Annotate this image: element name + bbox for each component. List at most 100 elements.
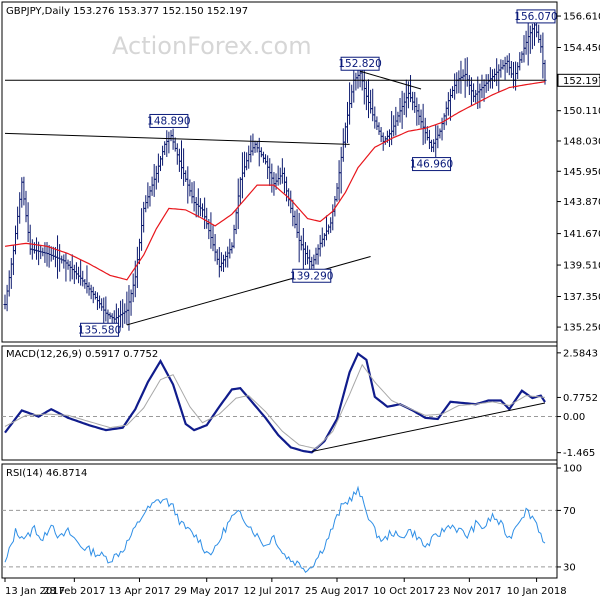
ohlc-bar xyxy=(465,57,469,87)
ohlc-bar xyxy=(314,247,318,265)
ohlc-bar xyxy=(161,145,165,166)
ohlc-bar xyxy=(179,140,183,180)
price-annotation: 146.960 xyxy=(410,157,453,172)
x-tick-label: 10 Oct 2017 xyxy=(373,586,435,597)
x-tick-label: 23 Nov 2017 xyxy=(437,586,501,597)
ohlc-bar xyxy=(440,117,444,141)
ohlc-bar xyxy=(251,133,255,156)
ohlc-bar xyxy=(100,298,104,311)
ohlc-bar xyxy=(507,53,511,76)
macd-signal-line xyxy=(4,363,546,450)
ohlc-bar xyxy=(144,195,148,213)
ohlc-bar xyxy=(70,254,74,280)
ohlc-bar xyxy=(379,127,383,143)
ohlc-bar xyxy=(140,208,144,251)
ohlc-bar xyxy=(402,92,406,116)
ohlc-bar xyxy=(91,286,95,304)
ohlc-bar xyxy=(85,265,89,294)
ohlc-bar xyxy=(289,190,293,214)
ohlc-bar xyxy=(226,246,230,268)
price-y-tick-label: 154.450 xyxy=(563,43,600,54)
ohlc-bar xyxy=(62,254,66,269)
price-y-tick-label: 145.950 xyxy=(563,167,600,178)
ohlc-bar xyxy=(285,176,289,202)
ohlc-bar xyxy=(26,202,30,243)
rsi-y-tick-label: 70 xyxy=(563,506,576,517)
ohlc-bar xyxy=(257,137,261,167)
ohlc-bar xyxy=(306,245,310,265)
macd-series-layer xyxy=(2,352,557,454)
ohlc-bar xyxy=(282,167,286,194)
ohlc-bar xyxy=(364,81,368,111)
ohlc-bar xyxy=(217,247,221,278)
ohlc-bar xyxy=(215,249,219,265)
ohlc-bar xyxy=(390,111,394,146)
ohlc-bar xyxy=(427,129,431,150)
price-annotation-box xyxy=(412,157,452,172)
ohlc-bar xyxy=(411,91,415,111)
trendline xyxy=(4,132,350,145)
ohlc-bar xyxy=(79,260,83,286)
ohlc-bar xyxy=(56,235,60,279)
ohlc-bar xyxy=(438,128,442,139)
x-tick-label: 13 Apr 2017 xyxy=(109,586,171,597)
ohlc-bar xyxy=(373,106,377,129)
ohlc-bar xyxy=(198,198,202,217)
ohlc-bar xyxy=(432,139,436,153)
ohlc-bar xyxy=(35,237,39,260)
ohlc-bar xyxy=(341,128,345,162)
ohlc-bar xyxy=(350,84,354,108)
ohlc-bar xyxy=(255,141,259,153)
ohlc-bar xyxy=(337,160,341,201)
ohlc-bar xyxy=(327,224,331,235)
ohlc-bar xyxy=(156,153,160,183)
ohlc-bar xyxy=(177,148,181,172)
ohlc-bar xyxy=(24,190,28,223)
ohlc-bar xyxy=(356,70,360,89)
ohlc-bar xyxy=(398,98,402,123)
ohlc-bar xyxy=(461,69,465,82)
ohlc-bar xyxy=(444,101,448,126)
ohlc-bar xyxy=(152,164,156,197)
ohlc-bar xyxy=(295,209,299,238)
price-y-tick-label: 139.510 xyxy=(563,261,600,272)
ohlc-bar xyxy=(104,296,108,322)
macd-y-tick-label: 0.00 xyxy=(563,412,585,423)
ohlc-bar xyxy=(167,131,171,154)
ohlc-bar xyxy=(520,51,524,63)
ohlc-bar xyxy=(352,70,356,103)
ohlc-bar xyxy=(259,147,263,158)
ohlc-bar xyxy=(511,61,515,89)
ohlc-bar xyxy=(457,70,461,94)
ohlc-bar xyxy=(163,141,167,156)
price-series-layer: 156.070 152.820 148.890 146.960 139.290 135.5… xyxy=(3,9,558,337)
ohlc-bar xyxy=(276,165,280,186)
ohlc-bar xyxy=(478,83,482,109)
macd-trendline xyxy=(311,402,546,453)
price-y-tick-label: 148.030 xyxy=(563,136,600,147)
price-annotation: 139.290 xyxy=(290,268,333,283)
ohlc-bar xyxy=(415,97,419,126)
ohlc-bar xyxy=(310,256,314,270)
x-tick-label: 10 Jan 2018 xyxy=(507,586,567,597)
ohlc-bar xyxy=(93,291,97,300)
ohlc-bar xyxy=(224,251,228,268)
ohlc-bar xyxy=(419,109,423,129)
price-y-tick-label: 141.670 xyxy=(563,229,600,240)
x-tick-label: 13 Jan 2017 xyxy=(5,586,65,597)
price-annotation-label: 148.890 xyxy=(147,115,190,127)
ohlc-bar xyxy=(222,254,226,272)
ohlc-bar xyxy=(463,58,467,98)
ohlc-bar xyxy=(367,79,371,119)
ohlc-bar xyxy=(446,92,450,116)
ohlc-bar xyxy=(228,238,232,259)
ohlc-bar xyxy=(150,176,154,196)
ohlc-bar xyxy=(469,77,473,106)
x-tick-label: 12 Jul 2017 xyxy=(244,586,301,597)
ohlc-bar xyxy=(377,122,381,135)
ohlc-bar xyxy=(430,139,434,152)
price-y-tick-label: 150.110 xyxy=(563,106,600,117)
ohlc-bar xyxy=(158,156,162,172)
price-annotation-box xyxy=(292,268,332,283)
ohlc-bar xyxy=(383,136,387,145)
